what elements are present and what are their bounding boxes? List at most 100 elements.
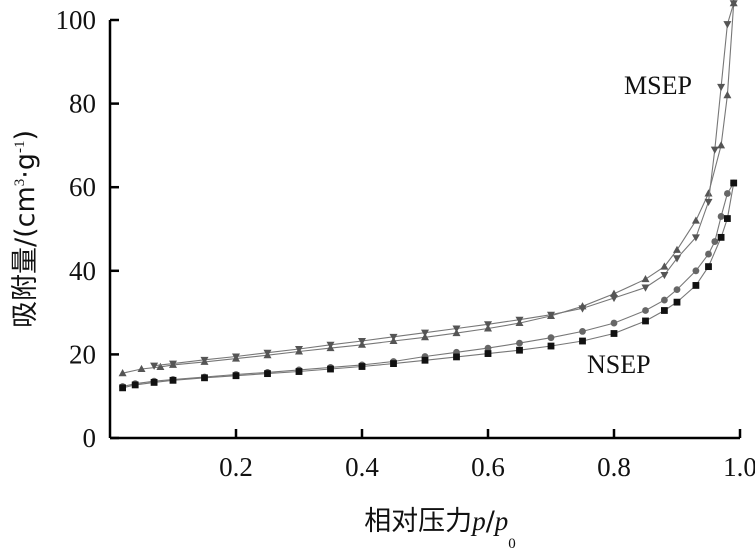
data-point (547, 342, 555, 350)
data-point (484, 350, 492, 357)
data-point (326, 341, 335, 349)
x-axis-title-prefix: 相对压力 (364, 506, 472, 537)
data-point (579, 337, 586, 345)
data-point (705, 263, 712, 271)
data-point (610, 319, 618, 327)
data-point (452, 325, 461, 333)
y-axis-title-suffix: ) (10, 130, 41, 141)
data-point (421, 329, 429, 337)
data-point (232, 372, 240, 380)
data-point (118, 369, 127, 377)
data-point (327, 365, 334, 373)
data-point (711, 238, 719, 245)
data-point (516, 346, 523, 354)
data-point (169, 360, 177, 368)
data-point (724, 215, 731, 222)
y-axis-title-sup2: -1 (12, 141, 28, 154)
y-axis-title-mid: ·g (10, 153, 41, 179)
x-tick-label: 0.4 (345, 452, 379, 482)
x-tick-label: 0.2 (219, 452, 253, 482)
data-point (137, 364, 146, 373)
y-ticks: 0 20 40 60 80 100 (56, 5, 119, 453)
data-point (200, 356, 209, 365)
x-axis-title-slash: / (486, 506, 496, 537)
x-axis-title-var: p (470, 506, 486, 536)
data-point (692, 267, 700, 275)
data-point (729, 0, 738, 8)
data-point (358, 363, 366, 370)
x-axis-title-var2: p (493, 506, 509, 536)
data-point (717, 213, 725, 220)
x-axis-title: 相对压力p/p0 (364, 506, 516, 552)
data-point (691, 234, 700, 242)
data-point (389, 333, 398, 342)
y-axis-title-prefix: 吸附量/(cm (10, 186, 41, 328)
series-0 (118, 0, 738, 377)
data-point (673, 286, 681, 294)
data-point (421, 356, 429, 364)
y-axis-title-sup1: 3 (12, 179, 28, 187)
data-point (704, 198, 713, 207)
y-tick-label: 0 (83, 423, 97, 453)
data-point (691, 216, 700, 224)
y-tick-label: 40 (69, 256, 96, 286)
data-point (642, 307, 649, 314)
y-tick-label: 80 (69, 89, 96, 119)
data-point (150, 362, 159, 370)
data-point (673, 298, 681, 306)
y-tick-label: 20 (69, 339, 96, 369)
data-point (717, 233, 725, 241)
y-tick-label: 60 (69, 172, 96, 202)
data-point (150, 379, 158, 386)
data-point (724, 190, 731, 197)
data-point (201, 374, 208, 382)
x-tick-label: 1.0 (723, 452, 755, 482)
data-point (710, 146, 719, 154)
data-point (723, 21, 732, 29)
data-point (692, 282, 700, 289)
x-axis-title-sub: 0 (508, 536, 516, 552)
data-point (578, 305, 587, 313)
data-point (660, 262, 669, 270)
x-tick-label: 0.6 (471, 452, 505, 482)
series-1 (150, 0, 738, 370)
data-point (547, 334, 555, 342)
data-point (295, 345, 303, 354)
data-point (723, 91, 732, 99)
msep-label: MSEP (624, 71, 692, 100)
data-point (717, 83, 726, 92)
nsep-label: NSEP (587, 350, 651, 379)
data-point (661, 307, 668, 314)
data-point (484, 321, 492, 329)
data-point (641, 274, 650, 283)
data-point (515, 316, 524, 324)
data-point (264, 370, 271, 378)
data-point (660, 271, 669, 280)
data-point (705, 250, 712, 258)
data-point (453, 353, 460, 361)
data-point (358, 338, 366, 346)
data-point (156, 362, 165, 370)
data-point (516, 339, 523, 347)
data-point (232, 353, 240, 361)
data-point (673, 255, 681, 263)
data-point (673, 245, 681, 253)
data-point (610, 294, 618, 303)
data-point (610, 330, 618, 337)
series-line (122, 3, 735, 374)
x-ticks: 0.2 0.4 0.6 0.8 1.0 (219, 429, 755, 482)
data-point (661, 296, 668, 304)
data-point (484, 344, 492, 352)
data-point (579, 328, 586, 335)
data-point (295, 368, 303, 375)
data-point (263, 349, 272, 357)
data-point (547, 311, 555, 319)
data-point (641, 284, 650, 292)
data-point (642, 317, 649, 325)
series-3 (119, 179, 738, 392)
data-point (717, 141, 726, 149)
y-tick-label: 100 (56, 5, 97, 35)
y-axis-title: 吸附量/(cm3·g-1) (10, 130, 41, 328)
series-layer (118, 0, 738, 392)
